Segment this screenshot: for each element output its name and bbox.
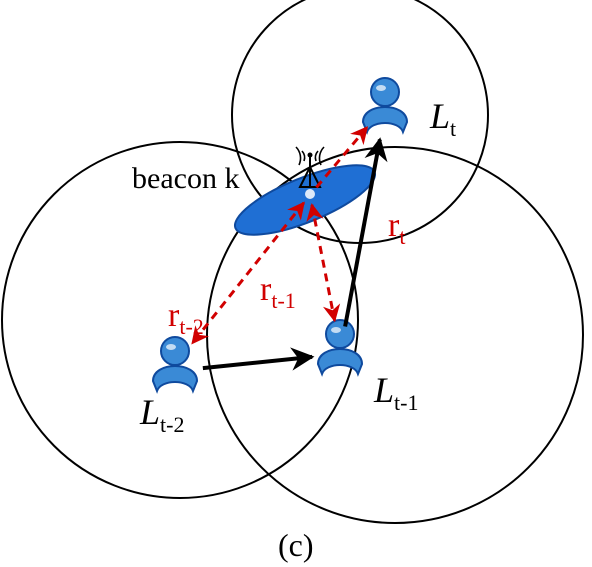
beacon-highlight [305, 189, 315, 199]
canvas-bg [0, 0, 592, 567]
label-beacon: beacon k [132, 162, 239, 195]
caption: (c) [278, 527, 314, 563]
